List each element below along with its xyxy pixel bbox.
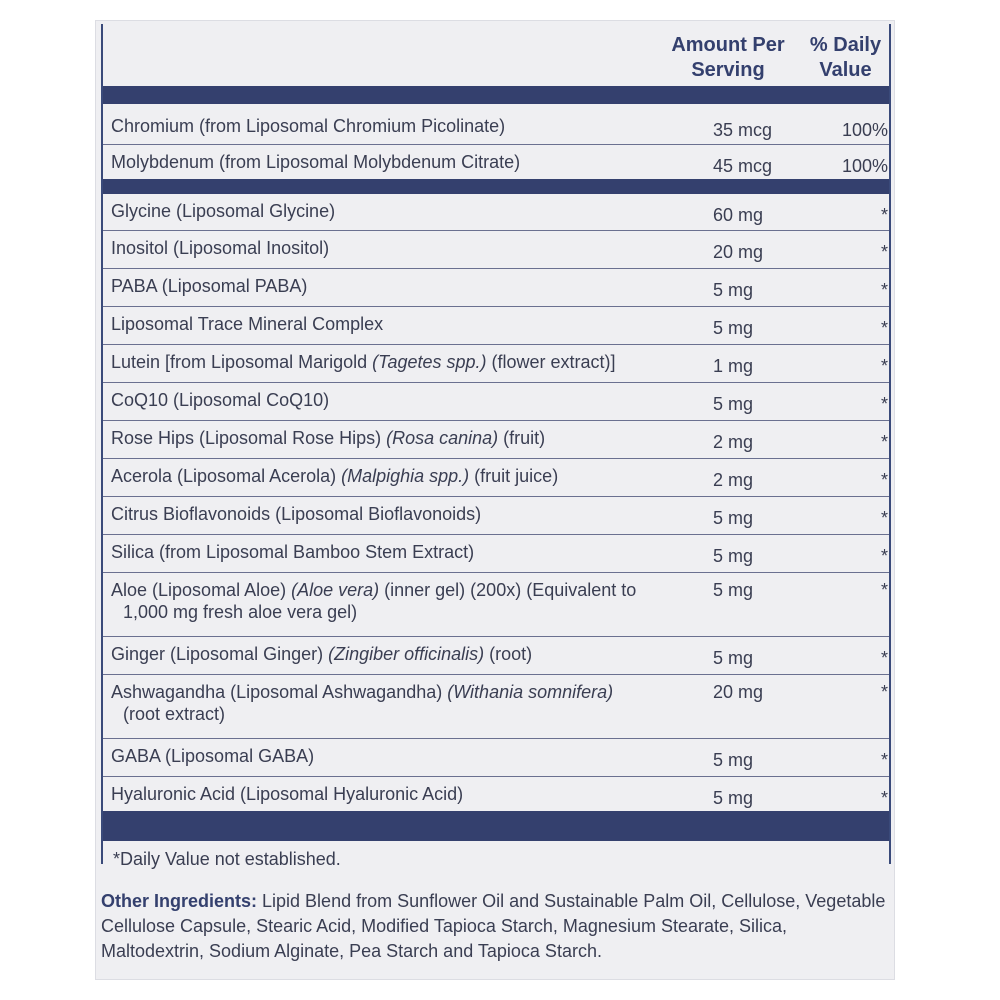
table-row: Aloe (Liposomal Aloe) (Aloe vera) (inner…	[103, 573, 889, 637]
table-row: Lutein [from Liposomal Marigold (Tagetes…	[103, 345, 889, 383]
bottom-divider-bar	[103, 811, 889, 841]
table-row: Hyaluronic Acid (Liposomal Hyaluronic Ac…	[111, 784, 888, 808]
table-row: Ashwagandha (Liposomal Ashwagandha) (Wit…	[103, 675, 889, 739]
table-row: PABA (Liposomal PABA) 5 mg *	[103, 269, 889, 307]
table-row: Inositol (Liposomal Inositol) 20 mg *	[103, 231, 889, 269]
daily-value-footnote: *Daily Value not established.	[113, 849, 341, 869]
table-row: Citrus Bioflavonoids (Liposomal Bioflavo…	[103, 497, 889, 535]
amount-per-serving-header: Amount Per Serving	[671, 34, 785, 81]
table-row: Ginger (Liposomal Ginger) (Zingiber offi…	[103, 637, 889, 675]
table-row: Glycine (Liposomal Glycine) 60 mg *	[103, 194, 889, 231]
table-row: Molybdenum (from Liposomal Molybdenum Ci…	[111, 152, 888, 176]
table-row: Liposomal Trace Mineral Complex 5 mg *	[103, 307, 889, 345]
table-row: Rose Hips (Liposomal Rose Hips) (Rosa ca…	[103, 421, 889, 459]
table-row: Silica (from Liposomal Bamboo Stem Extra…	[103, 535, 889, 573]
table-row: Chromium (from Liposomal Chromium Picoli…	[103, 109, 889, 145]
other-ingredients-text: Lipid Blend from Sunflower Oil and Susta…	[101, 891, 886, 961]
other-ingredients: Other Ingredients: Lipid Blend from Sunf…	[101, 889, 891, 964]
daily-value-header: % Daily Value	[809, 34, 882, 81]
other-ingredients-label: Other Ingredients:	[101, 891, 258, 911]
supplement-facts-panel: Amount Per Serving % Daily Value Chromiu…	[95, 20, 895, 980]
table-row: Acerola (Liposomal Acerola) (Malpighia s…	[103, 459, 889, 497]
table-row: CoQ10 (Liposomal CoQ10) 5 mg *	[103, 383, 889, 421]
table-row: GABA (Liposomal GABA) 5 mg *	[103, 739, 889, 777]
header-divider-bar	[103, 86, 889, 104]
nutrition-table: Amount Per Serving % Daily Value Chromiu…	[101, 24, 891, 869]
section-divider-bar	[103, 179, 889, 194]
